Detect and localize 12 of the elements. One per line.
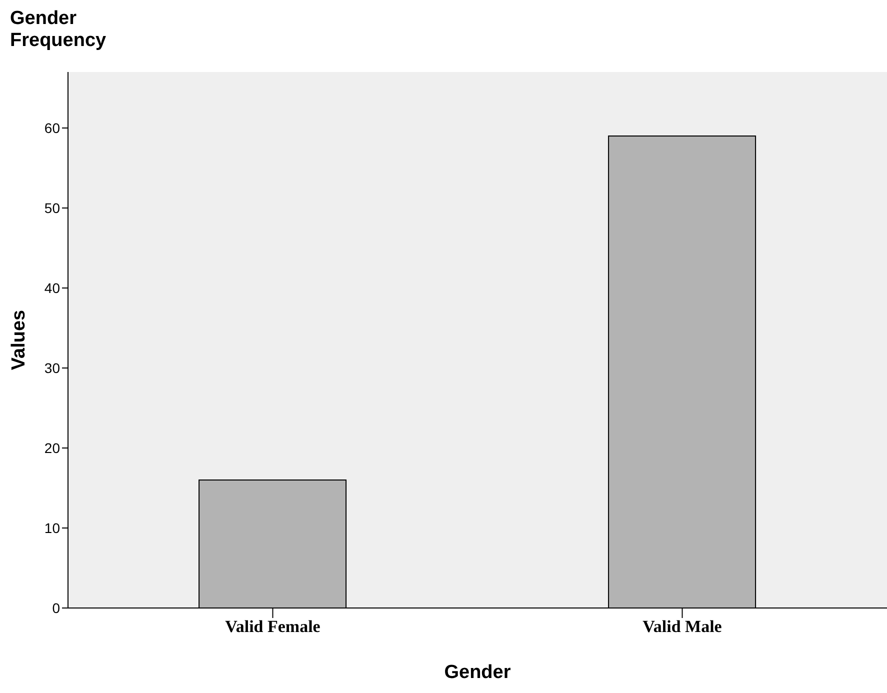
y-tick-label: 60 (44, 120, 60, 136)
y-tick-label: 10 (44, 520, 60, 536)
x-axis-title: Gender (444, 662, 512, 683)
y-tick-label: 20 (44, 440, 60, 456)
y-tick-label: 40 (44, 280, 60, 296)
y-tick-label: 30 (44, 360, 60, 376)
y-tick-label: 50 (44, 200, 60, 216)
chart-title: Gender Frequency (9, 8, 108, 53)
x-tick-label: Valid Female (225, 617, 321, 636)
y-axis-title: Values (8, 310, 30, 370)
y-tick-label: 0 (52, 600, 60, 616)
x-tick-label: Valid Male (642, 617, 722, 636)
